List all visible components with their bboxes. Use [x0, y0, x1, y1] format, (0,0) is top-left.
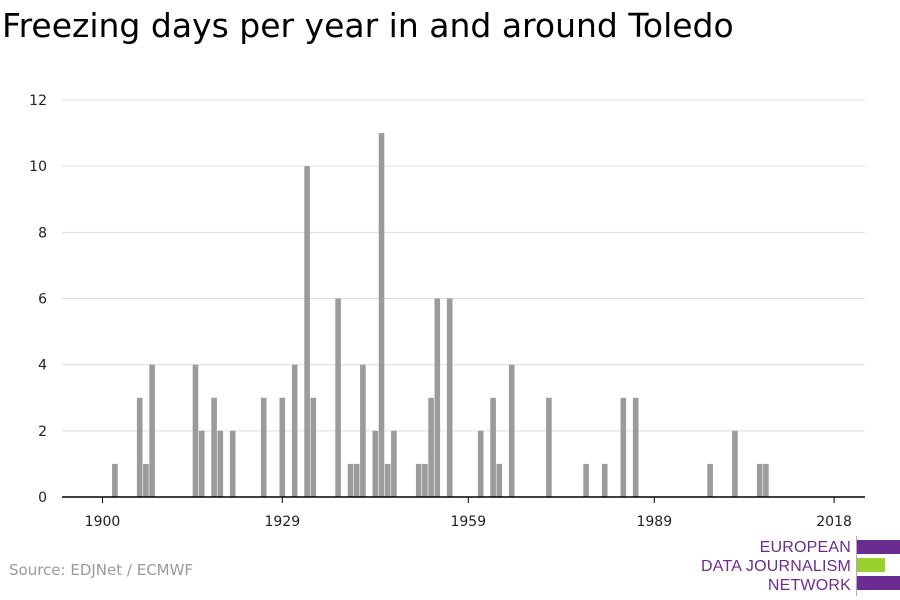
edjnet-logo[interactable]: EUROPEAN DATA JOURNALISM NETWORK [700, 536, 900, 596]
x-axis-ticks: 1900 1929 1959 1989 2018 [85, 497, 852, 530]
bar [583, 463, 589, 497]
bar [546, 397, 552, 498]
x-tick-label: 1989 [636, 514, 672, 530]
y-tick-label: 12 [29, 93, 47, 109]
logo-bar-bottom [857, 576, 900, 590]
bar [143, 463, 149, 497]
bar [477, 430, 484, 497]
bar [310, 397, 317, 498]
bar [620, 397, 627, 498]
logo-bar-top [857, 540, 900, 554]
bar [508, 364, 515, 497]
x-tick-label: 1900 [85, 514, 121, 530]
logo-bar-middle [857, 558, 885, 572]
y-tick-label: 10 [29, 159, 47, 175]
bar [490, 397, 496, 498]
logo-line-network: NETWORK [767, 577, 851, 594]
bar [112, 463, 118, 497]
bar [756, 463, 763, 497]
bar [378, 133, 385, 497]
grid-lines [62, 99, 865, 432]
bar [291, 364, 298, 497]
x-tick-label: 1929 [264, 514, 300, 530]
bar [707, 463, 713, 497]
bar [304, 166, 310, 497]
y-tick-label: 0 [38, 490, 47, 506]
x-tick-label: 1959 [450, 514, 486, 530]
bar [279, 397, 286, 498]
y-tick-label: 8 [38, 225, 47, 241]
source-note: Source: EDJNet / ECMWF [9, 561, 194, 579]
bar [347, 463, 354, 497]
bar [391, 430, 397, 497]
bar [446, 298, 453, 497]
bar [763, 463, 769, 497]
bars [112, 133, 769, 498]
y-tick-label: 6 [38, 292, 47, 308]
bar [136, 397, 143, 498]
bar [211, 397, 217, 498]
bar [192, 364, 199, 497]
bar [372, 430, 379, 497]
bar [415, 463, 422, 497]
bar [217, 430, 224, 497]
y-tick-label: 2 [38, 424, 47, 440]
x-tick-label: 2018 [816, 514, 852, 530]
logo-separator [856, 536, 857, 596]
bar [601, 463, 608, 497]
bar [496, 463, 503, 497]
chart-title: Freezing days per year in and around Tol… [2, 6, 734, 45]
logo-line-european: EUROPEAN [759, 539, 851, 556]
bar [335, 298, 341, 497]
bar [149, 364, 155, 497]
bar [229, 430, 236, 497]
bar [428, 397, 434, 498]
bar [260, 397, 267, 498]
logo-line-data-journalism: DATA JOURNALISM [701, 558, 851, 575]
bar [198, 430, 205, 497]
bar [353, 463, 360, 497]
bar [384, 463, 391, 497]
bar [434, 298, 441, 497]
y-tick-label: 4 [38, 358, 47, 374]
y-axis-ticks: 0 2 4 6 8 10 12 [29, 93, 47, 506]
bar [632, 397, 639, 498]
bar [732, 430, 738, 497]
bar [360, 364, 366, 497]
bar [422, 463, 428, 497]
